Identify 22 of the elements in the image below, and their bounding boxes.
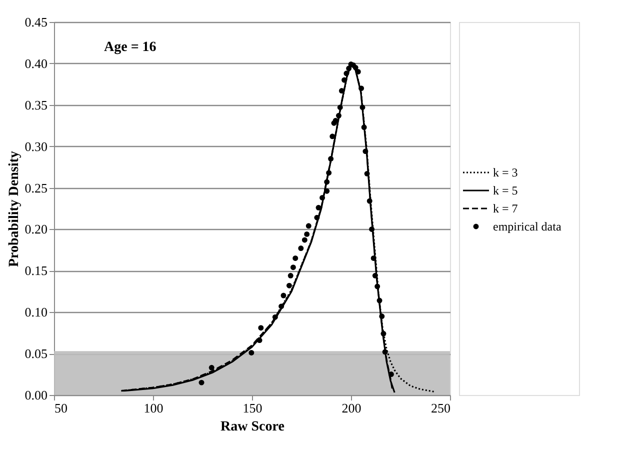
x-tick-label: 250 xyxy=(431,400,450,416)
y-tick-label: 0.35 xyxy=(24,97,48,112)
y-tick-label: 0.40 xyxy=(24,56,48,71)
legend-label: empirical data xyxy=(493,220,562,234)
y-tick-label: 0.10 xyxy=(24,304,48,320)
x-tick-label: 150 xyxy=(242,400,262,416)
y-tick-label: 0.45 xyxy=(24,14,48,30)
x-axis-title: Raw Score xyxy=(220,420,284,434)
y-tick-label: 0.00 xyxy=(24,388,48,402)
y-tick-label: 0.05 xyxy=(24,346,48,362)
legend-label: k = 5 xyxy=(493,184,518,198)
y-tick-label: 0.25 xyxy=(24,180,48,196)
y-tick-label: 0.30 xyxy=(24,138,48,154)
y-tick-label: 0.15 xyxy=(24,263,48,278)
y-tick-label: 0.20 xyxy=(24,222,48,237)
x-tick-label: 50 xyxy=(54,400,68,416)
y-axis-title: Probability Density xyxy=(6,150,22,268)
x-tick-label: 100 xyxy=(144,400,164,416)
legend-label: k = 3 xyxy=(493,166,518,180)
annotation: Age = 16 xyxy=(104,40,156,55)
legend-label: k = 7 xyxy=(493,202,518,216)
x-tick-label: 200 xyxy=(342,400,362,416)
